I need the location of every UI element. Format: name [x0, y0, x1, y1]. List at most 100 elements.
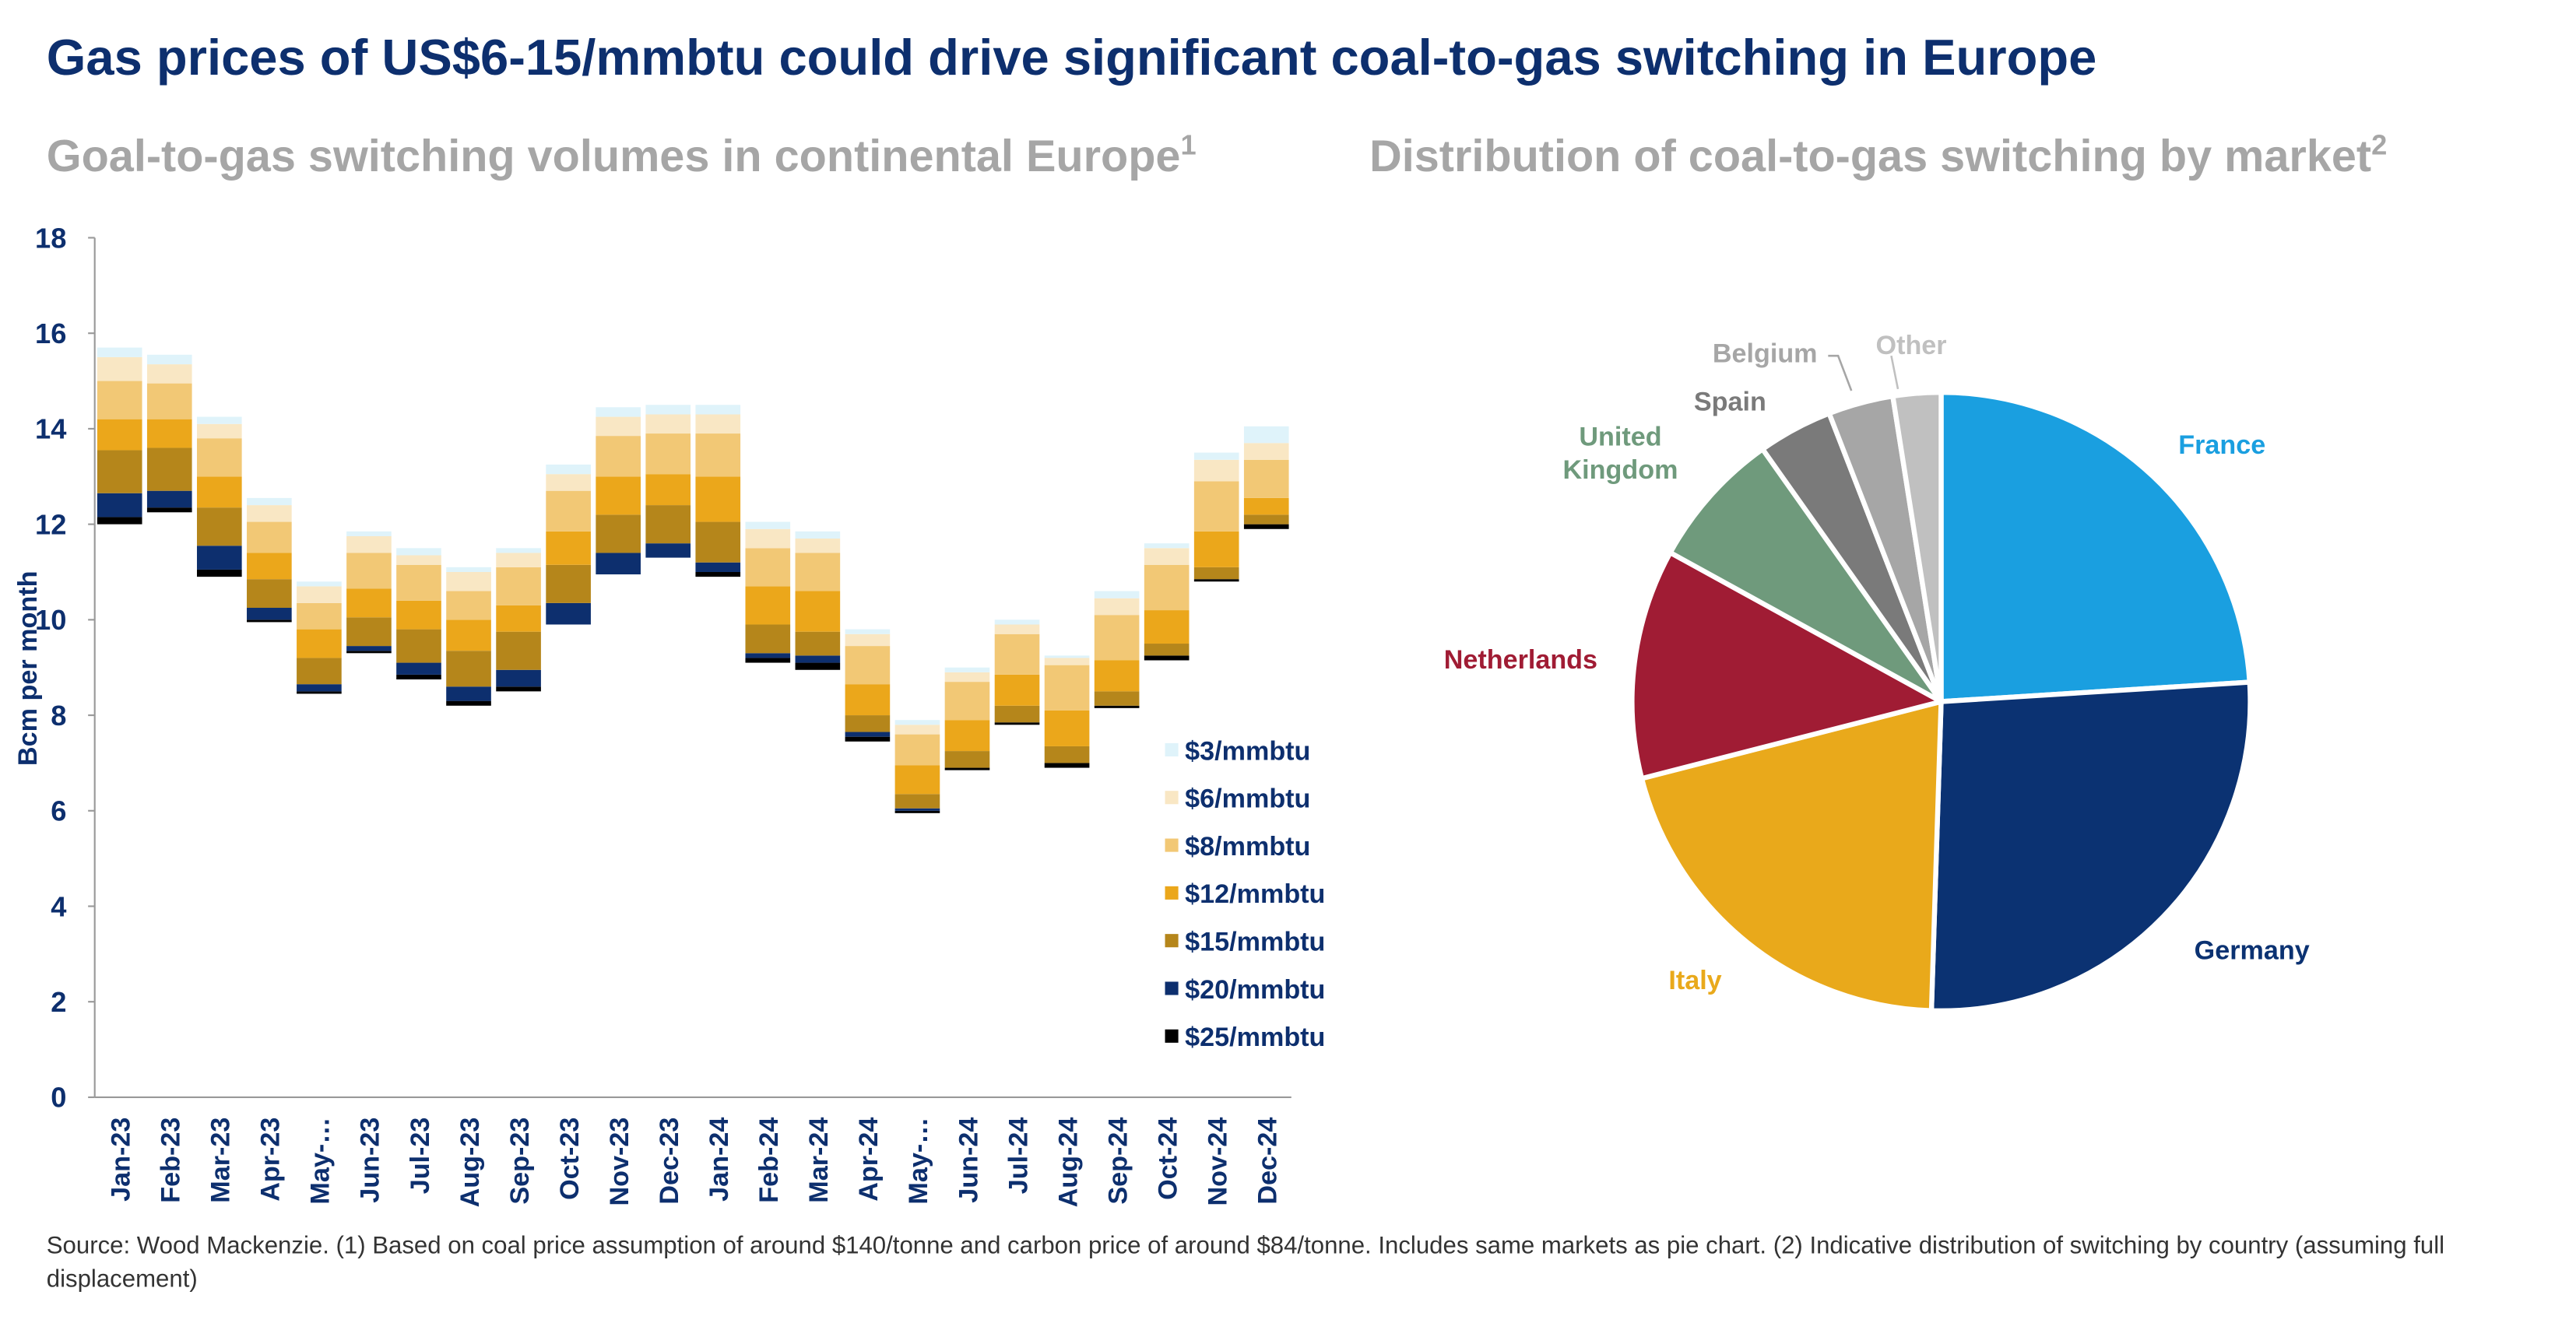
x-tick-label: Sep-23: [505, 1118, 535, 1205]
bar-segment: [745, 586, 791, 625]
legend-label: $6/mmbtu: [1185, 784, 1310, 814]
bar-segment: [196, 507, 242, 546]
bar-segment: [1193, 481, 1239, 532]
x-tick-label: Nov-23: [605, 1118, 634, 1206]
bar-segment: [645, 414, 691, 434]
pie-slice: [1928, 679, 2253, 1014]
bar-segment: [944, 751, 990, 768]
bar-segment: [1243, 443, 1289, 460]
bar-segment: [297, 629, 342, 658]
bar-segment: [1193, 531, 1239, 567]
bar-segment: [994, 705, 1040, 723]
bar-segment: [944, 682, 990, 721]
bar-segment: [894, 808, 940, 811]
bar-segment: [496, 686, 541, 692]
bar-segment: [795, 531, 841, 539]
x-tick-label: Jun-24: [954, 1118, 983, 1203]
legend-label: $20/mmbtu: [1185, 975, 1325, 1005]
bar-segment: [196, 416, 242, 424]
pie-slice: [1638, 698, 1944, 1013]
bar-segment: [496, 548, 541, 553]
bar-segment: [346, 646, 392, 651]
bar-segment: [845, 684, 891, 716]
bar-segment: [596, 407, 641, 417]
x-tick-label: Apr-24: [854, 1118, 884, 1202]
bar-segment: [1144, 548, 1190, 565]
bar-segment: [894, 725, 940, 735]
pie-slice: [1889, 389, 1944, 702]
bar-segment: [346, 651, 392, 654]
subtitle-note: 1: [1180, 129, 1196, 161]
leader-line: [1828, 354, 1853, 391]
bar-segment: [1193, 579, 1239, 582]
legend-swatch: [1165, 791, 1179, 805]
pie-slice: [1629, 549, 1949, 782]
slice-label: Spain: [1694, 388, 1766, 417]
bar-segment: [546, 602, 591, 625]
bar-segment: [297, 581, 342, 587]
y-axis-label: Bcm per month: [13, 570, 43, 766]
bar-segment: [1044, 746, 1090, 763]
y-tick-label: 8: [51, 700, 66, 732]
bar-segment: [1144, 564, 1190, 611]
bar-segment: [396, 548, 441, 556]
bar-segment: [297, 602, 342, 630]
bar-segment: [1044, 655, 1090, 658]
legend-label: $15/mmbtu: [1185, 927, 1325, 956]
bar-segment: [396, 564, 441, 601]
bar-segment: [446, 619, 491, 651]
bar-segment: [446, 591, 491, 620]
legend-label: $25/mmbtu: [1185, 1023, 1325, 1052]
x-tick-label: Jun-23: [356, 1118, 385, 1203]
bar-segment: [546, 474, 591, 491]
bar-segment: [1094, 705, 1140, 708]
pie-slice: [1667, 445, 1944, 704]
y-tick-label: 0: [51, 1082, 66, 1114]
x-tick-label: Sep-24: [1103, 1118, 1133, 1205]
bar-segment: [994, 624, 1040, 634]
bar-segment: [845, 736, 891, 742]
x-tick-label: May-…: [306, 1118, 336, 1205]
bar-segment: [695, 562, 741, 572]
bar-segment: [247, 521, 292, 553]
bar-segment: [1094, 660, 1140, 692]
bar-segment: [396, 662, 441, 675]
bar-segment: [446, 700, 491, 706]
bar-segment: [1044, 658, 1090, 665]
bar-segment: [845, 732, 891, 737]
page-title: Gas prices of US$6-15/mmbtu could drive …: [47, 29, 2097, 86]
bar-segment: [994, 722, 1040, 725]
bar-segment: [596, 416, 641, 437]
bar-segment: [546, 531, 591, 565]
bar-segment: [845, 646, 891, 685]
bar-segment: [146, 364, 192, 384]
x-tick-label: Mar-23: [206, 1118, 236, 1203]
bar-segment: [894, 734, 940, 766]
bar-segment: [97, 493, 142, 518]
x-tick-label: Jan-23: [107, 1118, 136, 1202]
bar-segment: [1094, 691, 1140, 706]
x-tick-label: May-…: [904, 1118, 933, 1205]
bar-segment: [845, 715, 891, 732]
bar-segment: [146, 490, 192, 508]
bar-segment: [496, 669, 541, 687]
bar-segment: [695, 571, 741, 577]
bar-segment: [795, 539, 841, 553]
bar-segment: [346, 588, 392, 618]
bar-segment: [97, 450, 142, 493]
label-line: United: [1579, 423, 1661, 452]
y-tick-label: 6: [51, 795, 66, 827]
leader-line: [1890, 355, 1899, 390]
bar-segment: [695, 521, 741, 563]
bar-segment: [1094, 615, 1140, 661]
bar-segment: [745, 528, 791, 549]
bar-segment: [247, 497, 292, 506]
bar-segment: [1094, 598, 1140, 616]
bar-segment: [795, 631, 841, 656]
bar-segment: [596, 514, 641, 553]
bar-segment: [596, 436, 641, 477]
bar-segment: [146, 447, 192, 491]
label-line: Kingdom: [1563, 455, 1678, 485]
bar-segment: [745, 521, 791, 529]
legend-label: $12/mmbtu: [1185, 879, 1325, 909]
